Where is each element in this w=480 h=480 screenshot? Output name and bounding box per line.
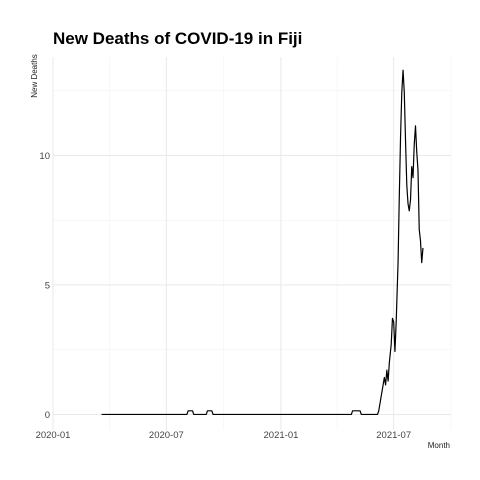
y-axis-label: New Deaths xyxy=(30,54,39,98)
x-axis-label: Month xyxy=(428,441,450,450)
y-tick-label: 5 xyxy=(45,280,50,291)
x-tick-label: 2021-07 xyxy=(376,430,411,441)
y-tick-label: 10 xyxy=(39,151,50,162)
series-line xyxy=(101,69,424,416)
plot-grid xyxy=(52,57,452,430)
x-tick-label: 2020-01 xyxy=(36,430,71,441)
tick-labels: 2020-01 2020-07 2021-01 2021-07 0 5 10 xyxy=(36,151,412,441)
chart-title: New Deaths of COVID-19 in Fiji xyxy=(53,29,302,48)
y-tick-label: 0 xyxy=(45,410,50,421)
x-tick-label: 2021-01 xyxy=(264,430,299,441)
x-tick-label: 2020-07 xyxy=(149,430,184,441)
